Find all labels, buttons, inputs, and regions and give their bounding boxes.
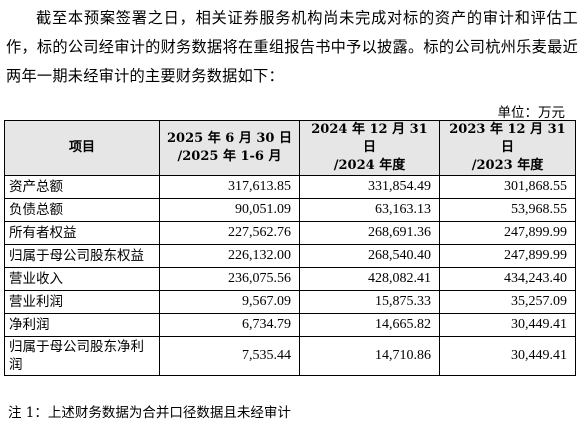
cell-2025: 6,734.79 <box>159 313 300 337</box>
table-row: 净利润 6,734.79 14,665.82 30,449.41 <box>4 313 576 337</box>
unit-label: 单位：万元 <box>497 105 566 121</box>
cell-2023: 247,899.99 <box>439 244 576 268</box>
cell-2025: 227,562.76 <box>159 221 300 245</box>
row-label: 资产总额 <box>4 175 160 199</box>
cell-2024: 331,854.49 <box>299 175 440 199</box>
cell-2023: 35,257.09 <box>439 290 576 314</box>
cell-2023: 247,899.99 <box>439 221 576 245</box>
header-2023: 2023 年 12 月 31 日 /2023 年度 <box>439 120 576 176</box>
table-row: 归属于母公司股东净利润 7,535.44 14,710.86 30,449.41 <box>4 336 576 376</box>
cell-2025: 7,535.44 <box>159 336 300 376</box>
row-label: 归属于母公司股东权益 <box>4 244 160 268</box>
financial-data-table: 项目 2025 年 6 月 30 日 /2025 年 1-6 月 2024 年 … <box>4 120 576 376</box>
row-label: 营业利润 <box>4 290 160 314</box>
row-label: 营业收入 <box>4 267 160 291</box>
cell-2024: 428,082.41 <box>299 267 440 291</box>
table-row: 所有者权益 227,562.76 268,691.36 247,899.99 <box>4 221 576 245</box>
header-2025: 2025 年 6 月 30 日 /2025 年 1-6 月 <box>159 120 300 176</box>
row-label: 负债总额 <box>4 198 160 222</box>
cell-2024: 63,163.13 <box>299 198 440 222</box>
cell-2025: 90,051.09 <box>159 198 300 222</box>
header-item: 项目 <box>4 120 160 176</box>
table-row: 资产总额 317,613.85 331,854.49 301,868.55 <box>4 175 576 199</box>
cell-2023: 30,449.41 <box>439 313 576 337</box>
cell-2025: 9,567.09 <box>159 290 300 314</box>
cell-2023: 301,868.55 <box>439 175 576 199</box>
cell-2025: 236,075.56 <box>159 267 300 291</box>
cell-2024: 268,691.36 <box>299 221 440 245</box>
row-label: 所有者权益 <box>4 221 160 245</box>
cell-2024: 268,540.40 <box>299 244 440 268</box>
cell-2024: 14,665.82 <box>299 313 440 337</box>
table-row: 归属于母公司股东权益 226,132.00 268,540.40 247,899… <box>4 244 576 268</box>
footnote: 注 1：上述财务数据为合并口径数据且未经审计 <box>8 405 291 421</box>
row-label: 归属于母公司股东净利润 <box>4 336 160 376</box>
cell-2024: 15,875.33 <box>299 290 440 314</box>
table-row: 营业利润 9,567.09 15,875.33 35,257.09 <box>4 290 576 314</box>
cell-2024: 14,710.86 <box>299 336 440 376</box>
cell-2023: 53,968.55 <box>439 198 576 222</box>
table-header-row: 项目 2025 年 6 月 30 日 /2025 年 1-6 月 2024 年 … <box>4 120 576 176</box>
cell-2023: 434,243.40 <box>439 267 576 291</box>
intro-paragraph: 截至本预案签署之日，相关证券服务机构尚未完成对标的资产的审计和评估工作，标的公司… <box>6 9 578 85</box>
cell-2025: 317,613.85 <box>159 175 300 199</box>
cell-2023: 30,449.41 <box>439 336 576 376</box>
table-row: 营业收入 236,075.56 428,082.41 434,243.40 <box>4 267 576 291</box>
row-label: 净利润 <box>4 313 160 337</box>
table-row: 负债总额 90,051.09 63,163.13 53,968.55 <box>4 198 576 222</box>
header-2024: 2024 年 12 月 31 日 /2024 年度 <box>299 120 440 176</box>
cell-2025: 226,132.00 <box>159 244 300 268</box>
